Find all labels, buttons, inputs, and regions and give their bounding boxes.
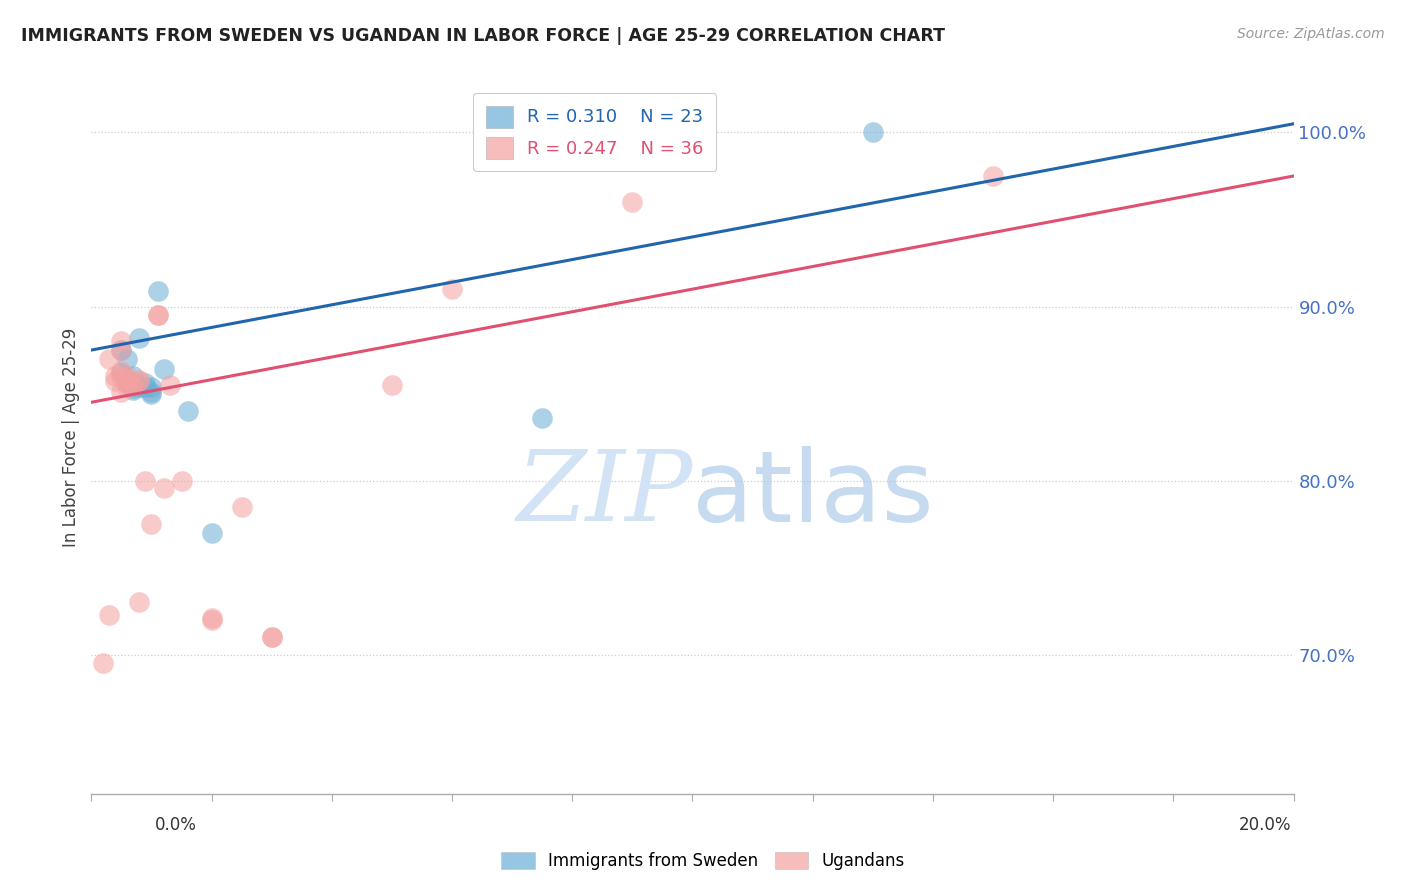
Point — [122, 381, 145, 395]
Point — [110, 366, 132, 380]
Point — [260, 630, 283, 644]
Point — [134, 379, 156, 393]
Point — [134, 376, 156, 391]
Point — [981, 169, 1004, 183]
Point — [170, 474, 193, 488]
Point — [122, 377, 145, 392]
Point — [146, 308, 169, 322]
Point — [159, 377, 181, 392]
Point — [128, 373, 150, 387]
Point — [141, 384, 163, 399]
Text: ZIP: ZIP — [516, 447, 692, 541]
Point — [128, 375, 150, 389]
Y-axis label: In Labor Force | Age 25-29: In Labor Force | Age 25-29 — [62, 327, 80, 547]
Point — [117, 375, 139, 389]
Point — [122, 369, 145, 384]
Legend: R = 0.310    N = 23, R = 0.247    N = 36: R = 0.310 N = 23, R = 0.247 N = 36 — [472, 93, 716, 171]
Text: 0.0%: 0.0% — [155, 816, 197, 834]
Point — [141, 517, 163, 532]
Point — [104, 369, 127, 384]
Point — [98, 607, 121, 622]
Point — [531, 411, 554, 425]
Point — [128, 379, 150, 393]
Point — [117, 369, 139, 384]
Point — [146, 284, 169, 298]
Point — [260, 630, 283, 644]
Point — [110, 343, 132, 357]
Point — [134, 474, 156, 488]
Point — [117, 375, 139, 389]
Point — [110, 343, 132, 357]
Point — [110, 334, 132, 349]
Legend: Immigrants from Sweden, Ugandans: Immigrants from Sweden, Ugandans — [495, 845, 911, 877]
Text: 20.0%: 20.0% — [1239, 816, 1292, 834]
Point — [117, 376, 139, 391]
Text: IMMIGRANTS FROM SWEDEN VS UGANDAN IN LABOR FORCE | AGE 25-29 CORRELATION CHART: IMMIGRANTS FROM SWEDEN VS UGANDAN IN LAB… — [21, 27, 945, 45]
Point — [201, 525, 224, 540]
Point — [117, 379, 139, 393]
Point — [152, 481, 174, 495]
Point — [110, 364, 132, 378]
Point — [201, 613, 224, 627]
Point — [146, 308, 169, 322]
Point — [128, 595, 150, 609]
Point — [117, 375, 139, 389]
Point — [117, 376, 139, 391]
Point — [141, 379, 163, 393]
Point — [110, 369, 132, 384]
Point — [381, 377, 404, 392]
Point — [98, 351, 121, 366]
Point — [104, 375, 127, 389]
Point — [141, 386, 163, 401]
Point — [201, 611, 224, 625]
Point — [561, 126, 583, 140]
Text: atlas: atlas — [692, 446, 934, 542]
Point — [128, 331, 150, 345]
Point — [621, 195, 644, 210]
Text: Source: ZipAtlas.com: Source: ZipAtlas.com — [1237, 27, 1385, 41]
Point — [122, 383, 145, 397]
Point — [231, 500, 253, 514]
Point — [176, 404, 198, 418]
Point — [441, 282, 464, 296]
Point — [117, 351, 139, 366]
Point — [862, 126, 884, 140]
Point — [122, 376, 145, 391]
Point — [122, 377, 145, 392]
Point — [110, 384, 132, 399]
Point — [152, 362, 174, 376]
Point — [93, 657, 115, 671]
